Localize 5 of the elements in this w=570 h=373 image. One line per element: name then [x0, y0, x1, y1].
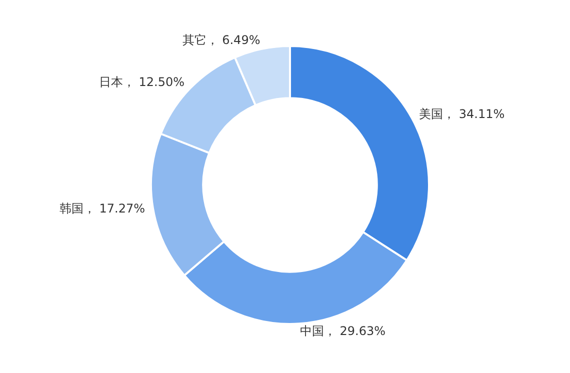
slice-label: 其它， 6.49%	[182, 33, 260, 48]
slice-label: 日本， 12.50%	[98, 74, 184, 89]
slice-label: 中国， 29.63%	[300, 324, 386, 338]
slice-label: 韩国， 17.27%	[59, 201, 145, 216]
slice-label: 美国， 34.11%	[419, 106, 505, 121]
